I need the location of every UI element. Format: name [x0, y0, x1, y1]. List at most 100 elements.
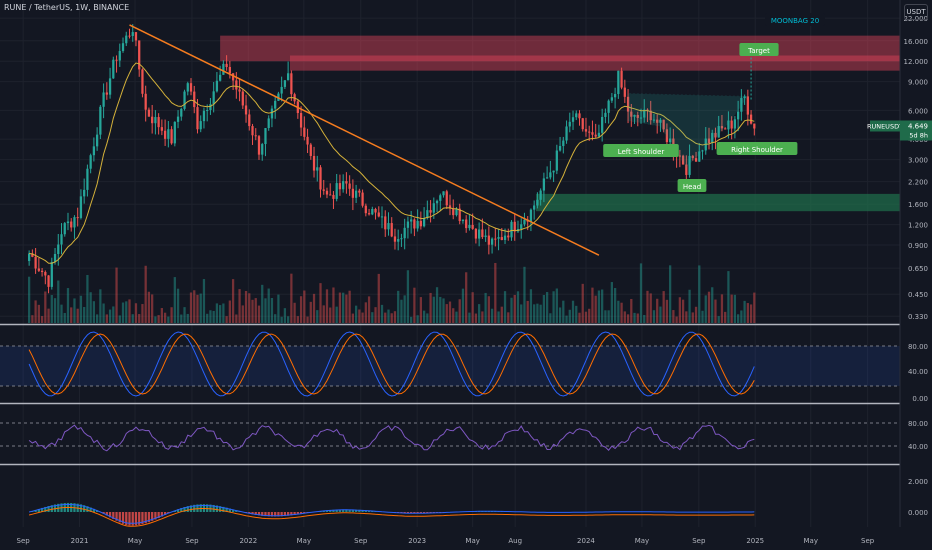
volume-bar: [688, 289, 691, 323]
volume-bar: [429, 292, 432, 323]
volume-bar: [219, 305, 222, 323]
candle-body: [468, 224, 471, 229]
macd-hist-bar: [231, 509, 235, 512]
candle-body: [335, 183, 338, 199]
volume-bar: [565, 315, 568, 323]
macd-hist-bar: [125, 512, 128, 526]
volume-bar: [691, 312, 694, 323]
candle-body: [416, 220, 419, 229]
candle-body: [225, 63, 228, 68]
candle-body: [555, 150, 558, 171]
candle-body: [254, 135, 257, 137]
candle-body: [562, 140, 565, 147]
macd-hist-bar: [219, 506, 222, 512]
volume-bar: [397, 290, 400, 323]
volume-bar: [730, 294, 733, 323]
volume-bar: [626, 314, 630, 323]
macd-hist-bar: [138, 512, 141, 525]
signal-line: [28, 506, 755, 527]
volume-bar: [283, 308, 287, 323]
macd-hist-bar: [254, 512, 257, 515]
candle-body: [406, 221, 410, 228]
candle-body: [659, 119, 662, 123]
volume-bar: [261, 284, 264, 323]
volume-bar: [639, 263, 643, 323]
volume-bar: [704, 295, 707, 323]
volume-bar: [487, 296, 490, 323]
volume-bar: [727, 271, 730, 323]
candle-body: [390, 223, 393, 237]
volume-bar: [296, 316, 299, 323]
candle-body: [743, 96, 746, 99]
candle-body: [28, 253, 31, 262]
candle-body: [267, 118, 270, 129]
macd-hist-bar: [121, 512, 125, 524]
candle-body: [523, 219, 526, 225]
candle-body: [432, 203, 435, 213]
volume-bar: [40, 316, 44, 323]
candle-body: [105, 92, 108, 95]
candle-body: [235, 80, 238, 90]
candle-body: [215, 80, 219, 92]
volume-bar: [196, 294, 199, 323]
volume-bar: [83, 306, 86, 323]
volume-bar: [371, 312, 374, 323]
candle-body: [348, 183, 351, 189]
candle-body: [730, 120, 733, 129]
volume-bar: [601, 289, 604, 323]
volume-bar: [115, 267, 118, 323]
volume-bar: [662, 291, 665, 323]
volume-bar: [575, 305, 578, 323]
volume-bar: [322, 305, 325, 323]
volume-bar: [733, 294, 737, 323]
volume-bar: [672, 310, 675, 323]
candle-body: [571, 117, 575, 122]
volume-bar: [286, 316, 290, 323]
volume-bar: [274, 314, 277, 323]
trendline[interactable]: [129, 24, 600, 256]
candle-body: [176, 116, 180, 122]
macd-hist-bar: [361, 510, 364, 512]
volume-bar: [581, 283, 584, 323]
candle-body: [231, 73, 235, 81]
time-tick-label: Sep: [861, 537, 875, 545]
candle-body: [86, 168, 89, 190]
candle-body: [118, 51, 121, 61]
volume-bar: [147, 291, 151, 323]
candle-body: [102, 92, 105, 107]
macd-tick-label: 2.000: [908, 478, 928, 486]
macd-hist-bar: [299, 512, 303, 515]
candle-body: [665, 129, 669, 143]
candle-body: [584, 129, 588, 132]
macd-hist-bar: [44, 506, 47, 512]
volume-bar: [588, 308, 591, 323]
volume-bar: [406, 270, 410, 323]
volume-bar: [753, 292, 756, 323]
volume-bar: [222, 303, 225, 323]
candle-body: [257, 136, 261, 155]
macd-hist-bar: [358, 509, 361, 512]
volume-bar: [649, 293, 652, 323]
candle-body: [280, 86, 283, 94]
volume-bar: [562, 300, 565, 323]
volume-bar: [736, 314, 740, 323]
volume-bar: [481, 311, 484, 323]
candle-body: [354, 190, 358, 198]
currency-button[interactable]: USDT: [904, 4, 928, 20]
volume-bar: [630, 298, 633, 323]
right-shoulder-label-bg: [716, 142, 798, 155]
volume-bar: [549, 313, 552, 323]
candle-body: [484, 235, 487, 238]
volume-bar: [410, 316, 413, 323]
candle-body: [212, 91, 215, 105]
macd-hist-bar: [261, 512, 264, 516]
macd-hist-bar: [157, 512, 160, 519]
price-tick-label: 3.000: [908, 157, 928, 165]
volume-bar: [206, 313, 209, 323]
volume-bar: [44, 291, 47, 323]
volume-bar: [503, 291, 507, 323]
candle-body: [558, 146, 562, 151]
volume-bar: [500, 306, 503, 323]
volume-bar: [458, 299, 461, 323]
